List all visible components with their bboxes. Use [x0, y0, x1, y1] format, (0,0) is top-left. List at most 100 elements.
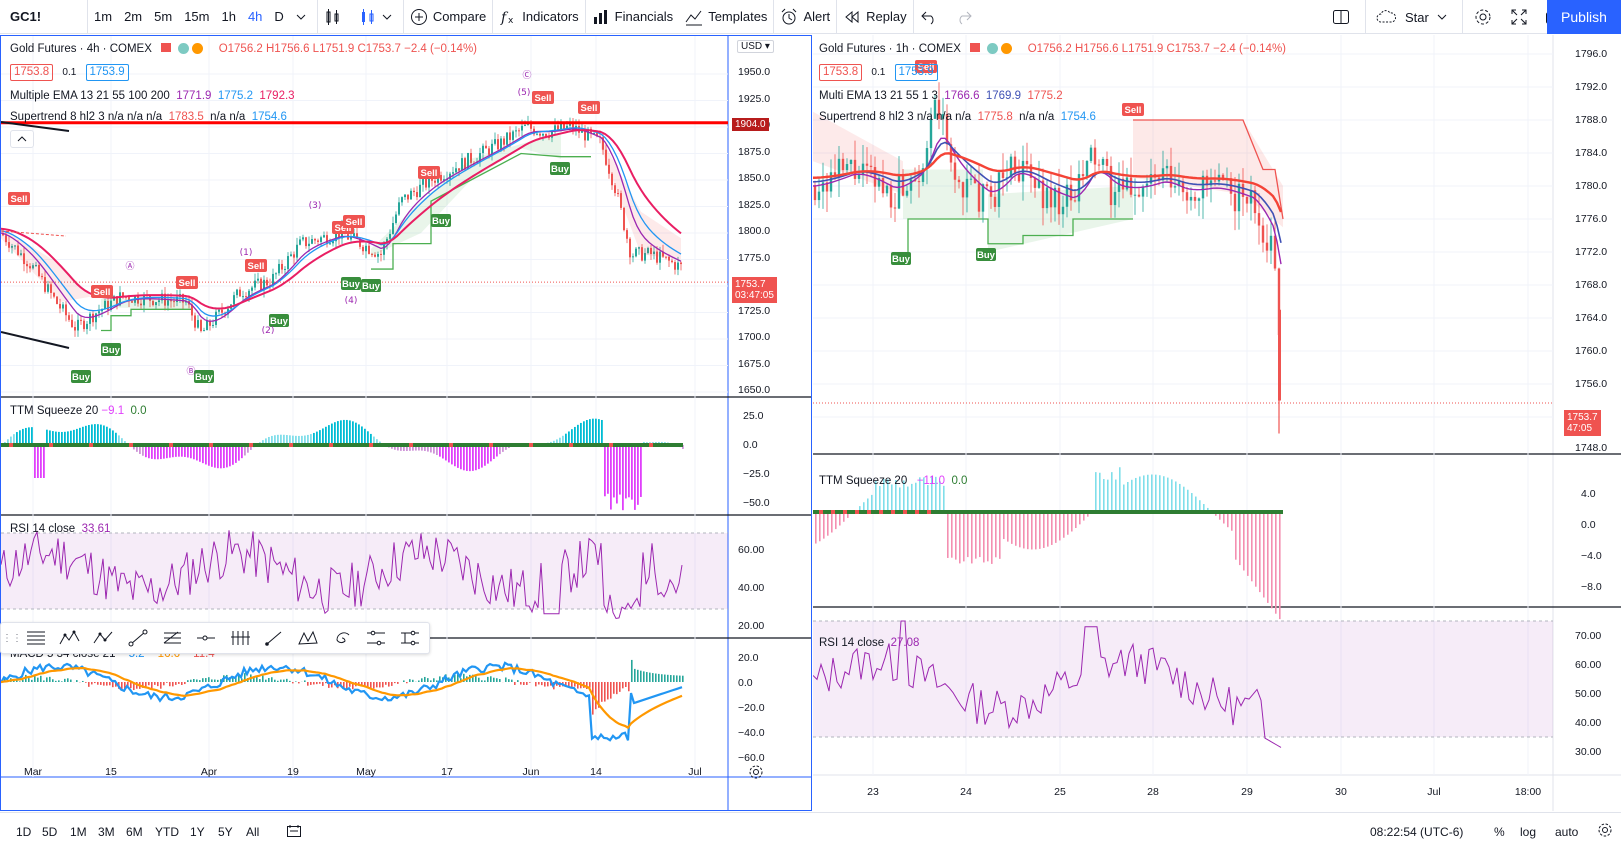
percent-toggle[interactable]: %: [1494, 825, 1505, 839]
left-supertrend-legend[interactable]: Supertrend 8 hl2 3 n/a n/a n/a 1783.5 n/…: [10, 111, 287, 123]
interval-d[interactable]: D: [274, 9, 284, 24]
trend-line-icon[interactable]: [121, 629, 155, 647]
right-ema-legend[interactable]: Multi EMA 13 21 55 1 3 1766.6 1769.9 177…: [819, 90, 1063, 102]
right-chart-title[interactable]: Gold Futures · 1h · COMEX: [819, 43, 961, 55]
ttm-histogram-bar: [70, 430, 72, 445]
right-st-v2: n/a n/a: [1019, 111, 1055, 123]
price-range-icon[interactable]: [393, 629, 427, 647]
fib-spiral-icon[interactable]: [325, 629, 359, 647]
interval-5m[interactable]: 5m: [154, 9, 173, 24]
candle-body: [965, 178, 969, 198]
interval-2m[interactable]: 2m: [124, 9, 143, 24]
left-rsi-legend[interactable]: RSI 14 close 33.61: [10, 523, 110, 535]
right-bid-button[interactable]: 1753.8: [819, 64, 863, 81]
interval-4h[interactable]: 4h: [247, 9, 263, 24]
ttm-histogram-bar: [478, 445, 480, 470]
candle-body: [203, 330, 205, 332]
auto-toggle[interactable]: auto: [1555, 825, 1579, 839]
templates-button[interactable]: Templates: [679, 0, 773, 34]
alert-button[interactable]: Alert: [774, 0, 836, 34]
ttm-histogram-bar: [355, 422, 357, 445]
left-bid-button[interactable]: 1753.8: [10, 64, 54, 81]
candle-body: [889, 185, 893, 208]
range-button-ytd[interactable]: YTD: [155, 825, 179, 839]
ttm-histogram-bar: [241, 445, 243, 459]
candle-body: [251, 287, 253, 291]
horizontal-lines-icon[interactable]: [19, 629, 53, 647]
candle-body: [638, 247, 640, 249]
range-button-1m[interactable]: 1M: [70, 825, 87, 839]
fullscreen-icon[interactable]: [1504, 0, 1539, 34]
range-button-1y[interactable]: 1Y: [190, 825, 205, 839]
left-ema-legend[interactable]: Multiple EMA 13 21 55 100 200 1771.9 177…: [10, 90, 295, 102]
range-button-5y[interactable]: 5Y: [218, 825, 233, 839]
range-button-6m[interactable]: 6M: [126, 825, 143, 839]
interval-15m[interactable]: 15m: [184, 9, 210, 24]
sell-signal-box: [91, 285, 113, 298]
redo-icon[interactable]: [949, 0, 984, 34]
star-button[interactable]: Star: [1370, 0, 1458, 34]
ttm-histogram-bar: [178, 445, 180, 457]
undo-icon[interactable]: [914, 0, 949, 34]
horizontal-ray-icon[interactable]: [189, 629, 223, 647]
currency-selector[interactable]: USD ▾: [737, 40, 774, 53]
range-button-3m[interactable]: 3M: [98, 825, 115, 839]
left-ask-button[interactable]: 1753.9: [85, 64, 129, 81]
range-button-1d[interactable]: 1D: [16, 825, 32, 839]
log-toggle[interactable]: log: [1520, 825, 1537, 839]
candle-body: [563, 123, 565, 129]
replay-button[interactable]: Replay: [837, 0, 912, 34]
long-position-icon[interactable]: [223, 629, 257, 647]
bottom-settings-gear-icon[interactable]: [1597, 822, 1613, 841]
settings-gear-icon[interactable]: [1467, 0, 1504, 34]
left-chart-canvas[interactable]: SellSellSellSellSellSellSellSellSellBuyB…: [1, 36, 811, 811]
range-button-all[interactable]: All: [246, 825, 260, 839]
clock[interactable]: 08:22:54 (UTC-6): [1370, 825, 1464, 839]
parallel-channel-icon[interactable]: [359, 629, 393, 647]
candle-body: [1045, 187, 1049, 209]
interval-1m[interactable]: 1m: [94, 9, 113, 24]
left-ttm-legend[interactable]: TTM Squeeze 20 −9.1 0.0: [10, 405, 147, 417]
bar-style-icon[interactable]: [318, 0, 353, 34]
compare-button[interactable]: Compare: [404, 0, 492, 34]
right-supertrend-legend[interactable]: Supertrend 8 hl2 3 n/a n/a n/a 1775.8 n/…: [819, 111, 1096, 123]
buy-signal-label: Buy: [270, 316, 289, 327]
abc-wave-icon[interactable]: [87, 629, 121, 647]
right-ask-button[interactable]: 1753.9: [894, 64, 938, 81]
symbol-search[interactable]: GC1!: [0, 0, 88, 34]
drag-handle-icon[interactable]: ⋮⋮: [2, 632, 22, 644]
candle-body: [641, 247, 643, 261]
interval-1h[interactable]: 1h: [221, 9, 236, 24]
pattern-icon[interactable]: [291, 629, 325, 647]
ttm-histogram-bar: [19, 430, 21, 445]
collapse-legend-button[interactable]: [10, 130, 34, 148]
range-button-5d[interactable]: 5D: [42, 825, 58, 839]
price-tick: 1760.0: [1575, 345, 1608, 357]
publish-button[interactable]: Publish: [1547, 0, 1621, 34]
sell-signal-label: Sell: [179, 278, 196, 289]
right-ttm-legend[interactable]: TTM Squeeze 20 −11.0 0.0: [819, 475, 967, 487]
left-chart-title[interactable]: Gold Futures · 4h · COMEX: [10, 43, 152, 55]
ttm-histogram-bar: [415, 445, 417, 451]
interval-dropdown-icon[interactable]: [290, 0, 317, 34]
macd-histogram-bar: [388, 682, 390, 687]
goto-date-icon[interactable]: [286, 824, 302, 841]
elliott-wave-icon[interactable]: [53, 629, 87, 647]
macd-histogram-bar: [436, 680, 438, 682]
candle-body: [1029, 164, 1033, 178]
candle-body: [380, 253, 382, 255]
right-flag-icon[interactable]: [970, 43, 981, 52]
ray-icon[interactable]: [257, 629, 291, 647]
buy-signal-label: Buy: [102, 345, 121, 356]
fib-retracement-icon[interactable]: [155, 629, 189, 647]
financials-button[interactable]: Financials: [586, 0, 680, 34]
axis-settings-gear-icon[interactable]: [748, 764, 764, 783]
bar-style-active-icon[interactable]: [353, 0, 403, 34]
price-tick: 1792.0: [1575, 81, 1608, 93]
ttm-histogram-bar: [229, 445, 231, 467]
layout-icon[interactable]: [1326, 0, 1361, 34]
left-flag-icon[interactable]: [161, 43, 172, 52]
right-chart-canvas[interactable]: Sell Sell Buy Buy: [813, 35, 1621, 811]
right-rsi-legend[interactable]: RSI 14 close 27.08: [819, 637, 919, 649]
